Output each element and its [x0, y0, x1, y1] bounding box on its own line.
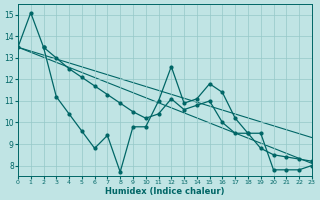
X-axis label: Humidex (Indice chaleur): Humidex (Indice chaleur) — [105, 187, 225, 196]
